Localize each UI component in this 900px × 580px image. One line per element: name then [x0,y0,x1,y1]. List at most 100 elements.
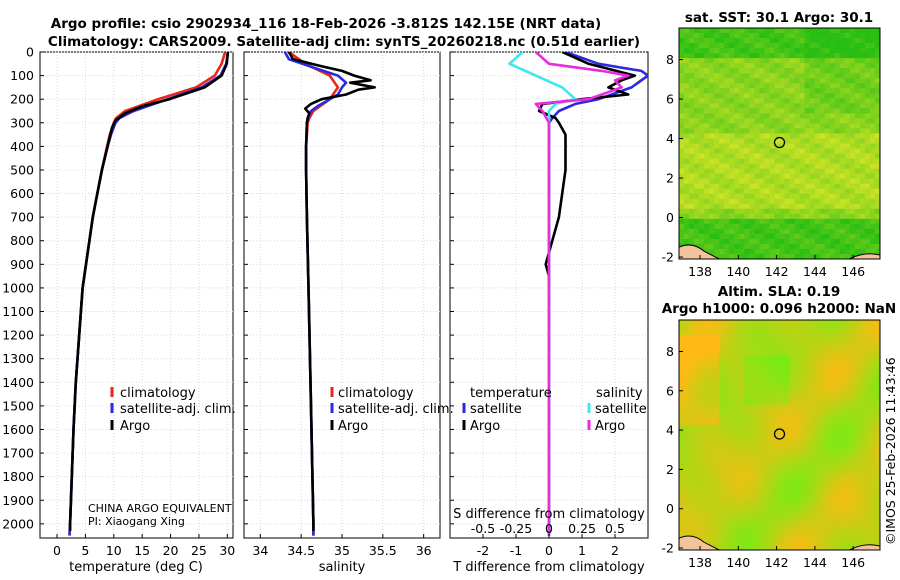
map-cell [819,63,826,69]
map-cell [699,173,705,180]
map-cell [784,148,790,154]
map-cell [829,335,836,341]
map-cell [804,355,811,361]
map-cell [739,445,745,451]
map-cell [874,38,880,44]
map-cell [864,515,871,521]
map-cell [724,168,730,175]
map-cell [694,98,700,104]
map-cell [834,243,841,250]
map-cell [699,163,705,170]
map-cell [829,460,836,466]
map-cell [704,88,710,94]
map-cell [844,238,851,245]
map-cell [744,530,750,536]
map-cell [734,385,740,391]
map-cell [869,113,876,119]
map-cell [684,360,690,366]
map-cell [749,173,755,180]
map-cell [799,390,806,396]
map-cell [839,535,846,541]
map-cell [764,540,770,546]
depth-tick-label: 1900 [2,493,34,508]
map-cell [694,530,700,536]
map-cell [804,350,811,356]
map-cell [799,243,806,250]
map-cell [679,500,685,506]
map-cell [874,53,880,59]
map-cell [734,420,740,426]
map-cell [819,198,826,205]
map-cell [719,330,725,336]
map-cell [869,415,876,421]
map-cell [729,500,735,506]
map-cell [759,490,765,496]
map-cell [809,163,816,170]
map-cell [809,98,816,104]
map-cell [699,48,705,54]
map-cell [839,465,846,471]
map-cell [774,103,780,109]
map-cell [874,108,880,114]
map-cell [814,475,821,481]
map-cell [704,143,710,149]
map-cell [864,445,871,451]
map-cell [719,515,725,521]
map-cell [729,460,735,466]
map-cell [844,330,851,336]
map-cell [734,505,740,511]
map-cell [714,465,720,471]
depth-tick-label: 2000 [2,516,34,531]
map-cell [834,435,841,441]
map-cell [819,490,826,496]
map-cell [724,73,730,79]
map-cell [779,420,785,426]
map-x-tick-label: 144 [803,555,827,570]
map-cell [849,28,856,34]
map-cell [709,63,715,69]
map-cell [694,520,700,526]
map-cell [794,470,801,476]
map-cell [679,475,685,481]
map-cell [744,330,750,336]
map-cell [799,88,806,94]
legend-title-salinity: salinity [596,386,643,401]
map-cell [834,380,841,386]
map-cell [799,68,806,74]
map-cell [754,223,760,230]
map-cell [859,375,866,381]
map-cell [719,158,725,164]
map-cell [679,193,685,200]
map-cell [744,78,750,84]
map-cell [704,415,710,421]
map-cell [834,128,841,134]
map-cell [719,203,725,210]
map-cell [754,510,760,516]
map-cell [854,113,861,119]
map-cell [809,405,816,411]
map-cell [854,98,861,104]
map-cell [819,103,826,109]
map-cell [749,78,755,84]
depth-tick-label: 1800 [2,469,34,484]
map-cell [759,430,765,436]
title-line-2: Climatology: CARS2009. Satellite-adj cli… [48,34,640,50]
map-cell [849,505,856,511]
map-cell [709,335,715,341]
map-cell [694,178,700,185]
map-cell [769,53,775,59]
map-cell [774,360,780,366]
map-cell [699,243,705,250]
map-cell [789,375,795,381]
map-cell [804,233,811,240]
map-cell [809,178,816,185]
map-cell [699,88,705,94]
timestamp: ©IMOS 25-Feb-2026 11:43:46 [883,357,898,545]
map-cell [864,340,871,346]
map-cell [744,320,750,326]
map-cell [684,455,690,461]
map-y-tick-label: 8 [666,52,674,67]
map-cell [714,198,720,205]
map-cell [864,243,871,250]
legend-label-argo: Argo [120,419,150,434]
